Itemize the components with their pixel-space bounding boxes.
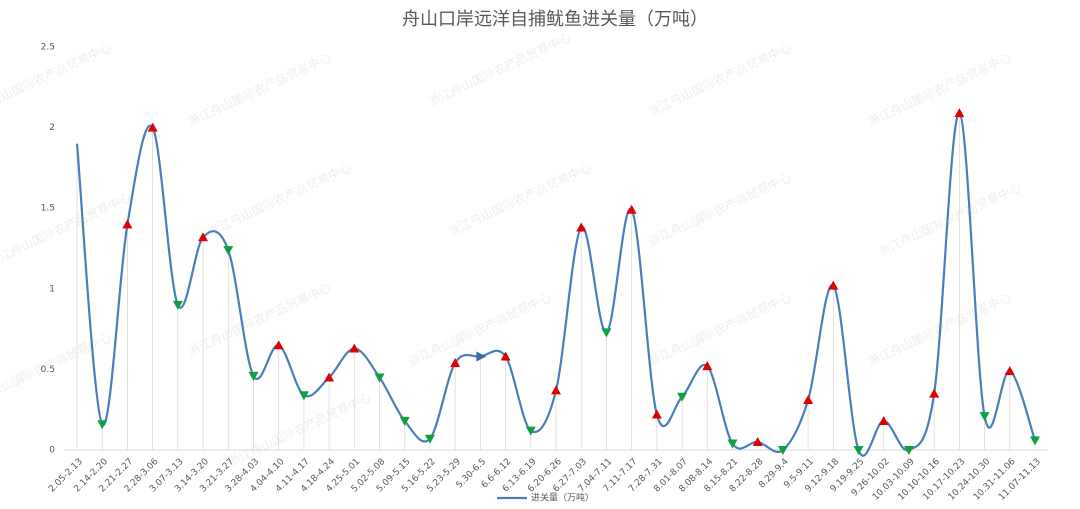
trend-marker [399,416,410,426]
watermark: 浙江舟山国际农产品贸易中心 [206,159,354,239]
trend-marker [172,300,183,310]
trend-marker [223,246,234,256]
trend-marker [979,412,990,422]
trend-marker [1004,366,1015,376]
trend-marker [324,372,335,382]
trend-marker [450,357,461,367]
trend-marker [777,446,788,455]
y-tick-label: 2 [49,123,55,133]
trend-marker [248,371,259,381]
trend-marker [424,434,435,444]
trend-marker [198,232,209,242]
trend-marker [702,361,713,371]
trend-marker [651,409,662,419]
trend-marker [97,420,108,430]
trend-marker [122,219,133,229]
y-tick-label: 0.5 [41,365,55,375]
trend-marker [273,340,284,350]
trend-marker [626,204,637,214]
y-tick-label: 2.5 [41,43,55,53]
y-tick-label: 1 [49,284,55,294]
trend-marker [727,439,738,449]
trend-marker [147,122,158,132]
watermark: 浙江舟山国际农产品贸易中心 [646,39,794,119]
trend-marker [903,446,914,455]
trend-marker [551,385,561,395]
trend-marker [576,222,587,232]
trend-marker [298,391,309,401]
legend-label: 进关量（万吨） [531,492,594,504]
watermark: 浙江舟山国际农产品贸易中心 [646,169,794,249]
trend-marker [677,392,688,402]
watermark: 浙江舟山国际农产品贸易中心 [446,159,594,239]
watermark: 浙江舟山国际农产品贸易中心 [0,39,113,119]
y-tick-label: 0 [49,446,55,456]
watermark: 浙江舟山国际农产品贸易中心 [426,29,574,109]
chart-title: 舟山口岸远洋自捕鱿鱼进关量（万吨） [402,9,708,30]
trend-marker [929,388,940,398]
watermark: 浙江舟山国际农产品贸易中心 [866,49,1014,129]
watermark: 浙江舟山国际农产品贸易中心 [0,189,133,269]
trend-marker [828,280,839,290]
y-tick-label: 1.5 [41,204,55,214]
watermark: 浙江舟山国际农产品贸易中心 [186,279,334,359]
trend-marker [525,426,536,436]
trend-marker [500,351,511,361]
trend-marker [476,351,487,362]
trend-marker [954,108,965,118]
trend-marker [803,395,814,405]
trend-marker [374,373,385,383]
watermark: 浙江舟山国际农产品贸易中心 [646,289,794,369]
trend-marker [349,343,360,353]
trend-marker [601,328,612,338]
trend-marker [853,446,864,455]
watermark: 浙江舟山国际农产品贸易中心 [186,49,334,129]
trend-marker [878,415,889,425]
trend-marker [752,436,763,446]
watermark: 浙江舟山国际农产品贸易中心 [226,389,374,469]
trend-marker [1030,436,1040,446]
